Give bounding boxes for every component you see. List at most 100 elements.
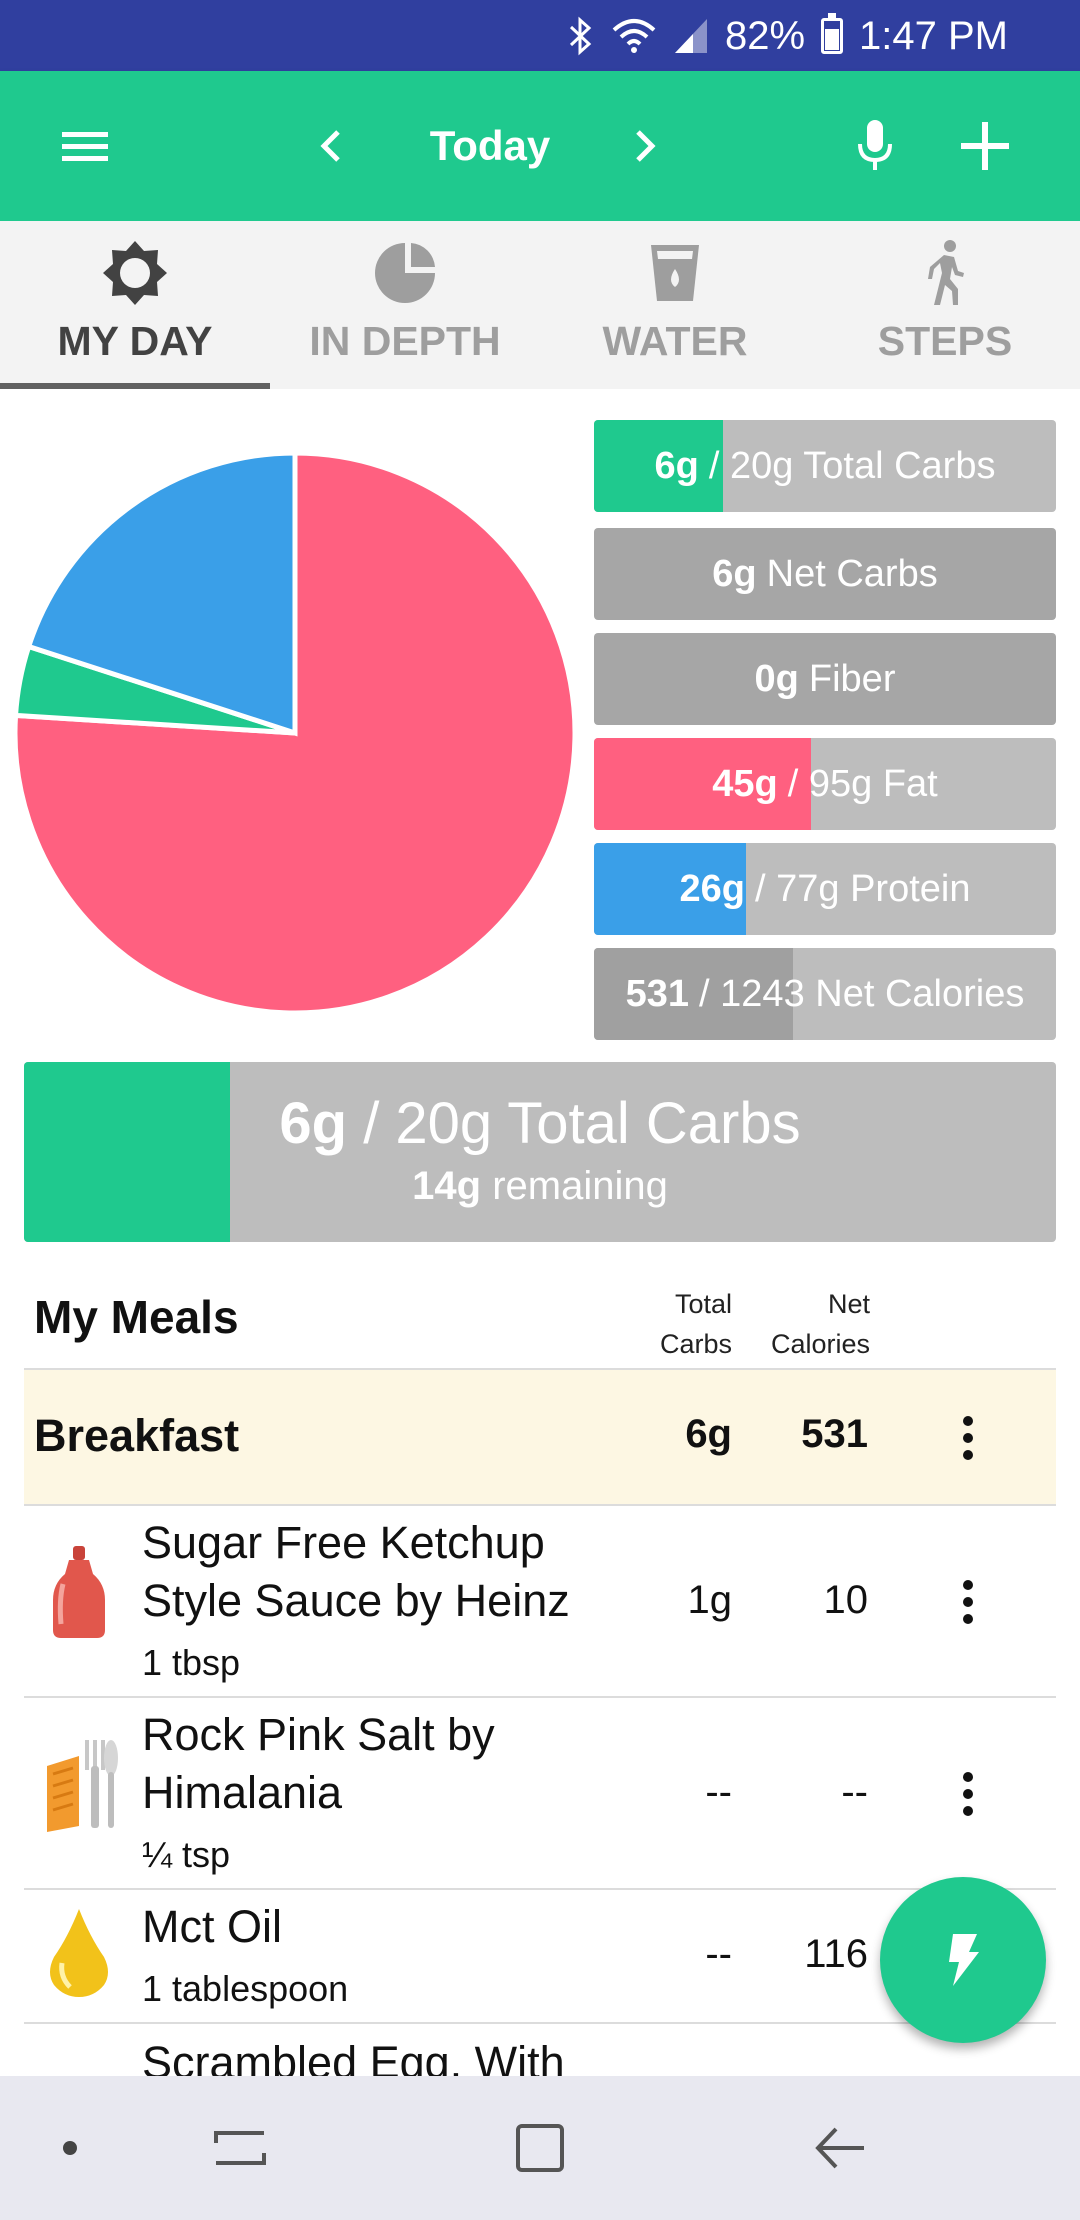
tab-my-day[interactable]: MY DAY bbox=[0, 221, 270, 389]
tab-label: MY DAY bbox=[57, 318, 213, 364]
ketchup-bottle-icon bbox=[34, 1542, 124, 1642]
tab-label: STEPS bbox=[877, 318, 1013, 364]
protein-bar[interactable]: 26g/ 77g Protein bbox=[594, 843, 1056, 935]
food-options-icon[interactable] bbox=[963, 1580, 973, 1624]
tab-steps[interactable]: STEPS bbox=[810, 221, 1080, 389]
chevron-left-icon bbox=[320, 130, 340, 162]
active-tab-indicator bbox=[0, 383, 270, 389]
fat-value: 45g bbox=[712, 762, 778, 805]
column-header-line: Net bbox=[827, 1289, 870, 1319]
food-name: Mct Oil bbox=[142, 1901, 282, 1952]
battery-percent: 82% bbox=[724, 13, 806, 58]
divider bbox=[24, 1696, 1056, 1698]
food-name-line: Rock Pink Salt by bbox=[142, 1709, 495, 1760]
net-calories-label: / 1243 Net Calories bbox=[699, 972, 1025, 1015]
fiber-value: 0g bbox=[754, 657, 799, 700]
total-carbs-fill bbox=[594, 420, 724, 512]
net-carbs-bar[interactable]: 6g Net Carbs bbox=[594, 528, 1056, 620]
tab-label: WATER bbox=[602, 318, 748, 364]
food-name-line: Sugar Free Ketchup bbox=[142, 1517, 545, 1568]
net-carbs-label: Net Carbs bbox=[766, 552, 938, 595]
fiber-bar[interactable]: 0g Fiber bbox=[594, 633, 1056, 725]
divider bbox=[24, 1504, 1056, 1506]
nav-dot-icon[interactable] bbox=[40, 2076, 100, 2220]
total-carbs-bar[interactable]: 6g/ 20g Total Carbs bbox=[594, 420, 1056, 512]
protein-value: 26g bbox=[679, 867, 745, 910]
recent-apps-icon[interactable] bbox=[200, 2076, 280, 2220]
food-name: Rock Pink Salt by Himalania bbox=[142, 1706, 495, 1822]
carb-summary-value: 6g bbox=[279, 1091, 348, 1156]
food-calories: 116 bbox=[804, 1932, 868, 1976]
macro-pie-chart[interactable] bbox=[10, 448, 580, 1018]
home-icon[interactable] bbox=[500, 2076, 580, 2220]
battery-icon bbox=[821, 13, 844, 54]
bluetooth-icon bbox=[569, 16, 592, 56]
plus-icon bbox=[961, 122, 1009, 170]
food-carbs: -- bbox=[705, 1770, 732, 1814]
food-carbs: 1g bbox=[687, 1578, 733, 1622]
voice-input-button[interactable] bbox=[820, 71, 930, 221]
tab-in-depth[interactable]: IN DEPTH bbox=[270, 221, 540, 389]
sun-icon bbox=[103, 241, 167, 305]
meal-row-breakfast[interactable]: Breakfast 6g 531 bbox=[24, 1370, 1056, 1504]
water-glass-icon bbox=[651, 245, 699, 301]
net-calories-bar[interactable]: 531/ 1243 Net Calories bbox=[594, 948, 1056, 1040]
signal-icon bbox=[674, 19, 707, 53]
fat-bar[interactable]: 45g/ 95g Fat bbox=[594, 738, 1056, 830]
carb-summary-bar[interactable]: 6g / 20g Total Carbs 14g remaining bbox=[24, 1062, 1056, 1242]
carbs-remaining-label: remaining bbox=[492, 1164, 668, 1208]
net-carbs-value: 6g bbox=[712, 552, 757, 595]
carb-summary-label: / 20g Total Carbs bbox=[363, 1091, 801, 1156]
system-nav-bar bbox=[0, 2076, 1080, 2220]
meal-options-icon[interactable] bbox=[963, 1416, 973, 1460]
tab-water[interactable]: WATER bbox=[540, 221, 810, 389]
divider bbox=[24, 1368, 1056, 1370]
net-calories-value: 531 bbox=[625, 972, 690, 1015]
fat-fill bbox=[594, 738, 812, 830]
date-title[interactable]: Today bbox=[429, 122, 551, 169]
protein-label: / 77g Protein bbox=[755, 867, 971, 910]
menu-icon[interactable] bbox=[30, 71, 140, 221]
pie-icon bbox=[375, 243, 435, 303]
total-carbs-value: 6g bbox=[654, 444, 699, 487]
food-name-line: Style Sauce by Heinz bbox=[142, 1575, 570, 1626]
tab-bar: MY DAY IN DEPTH WATER STEPS bbox=[0, 221, 1080, 389]
carb-summary-fill bbox=[24, 1062, 231, 1242]
net-calories-fill bbox=[594, 948, 793, 1040]
previous-day-button[interactable] bbox=[276, 71, 386, 221]
food-calories: -- bbox=[841, 1770, 868, 1814]
meal-carbs: 6g bbox=[685, 1412, 732, 1456]
net-calories-column-header: Net Calories bbox=[750, 1284, 870, 1364]
walking-icon bbox=[928, 240, 964, 305]
total-carbs-column-header: Total Carbs bbox=[640, 1284, 732, 1364]
status-bar: 82% 1:47 PM bbox=[0, 0, 1080, 71]
food-serving: ¼ tsp bbox=[142, 1834, 231, 1875]
meals-heading: My Meals bbox=[34, 1291, 239, 1343]
next-day-button[interactable] bbox=[590, 71, 700, 221]
meal-name: Breakfast bbox=[34, 1410, 240, 1461]
fat-slice bbox=[12, 450, 578, 1016]
food-serving: 1 tablespoon bbox=[142, 1968, 349, 2009]
fat-label: / 95g Fat bbox=[787, 762, 938, 805]
add-food-button[interactable] bbox=[930, 71, 1040, 221]
wifi-icon bbox=[612, 19, 656, 53]
food-calories: 10 bbox=[823, 1578, 869, 1622]
divider bbox=[24, 2022, 1056, 2024]
column-header-line: Calories bbox=[770, 1329, 870, 1359]
quick-add-button[interactable] bbox=[880, 1877, 1046, 2043]
fiber-label: Fiber bbox=[808, 657, 896, 700]
protein-slice bbox=[25, 450, 298, 737]
tab-label: IN DEPTH bbox=[309, 318, 501, 364]
back-icon[interactable] bbox=[800, 2076, 880, 2220]
oil-drop-icon bbox=[34, 1902, 124, 2002]
divider bbox=[24, 1888, 1056, 1890]
food-name: Sugar Free Ketchup Style Sauce by Heinz bbox=[142, 1514, 570, 1630]
lightning-icon bbox=[949, 1934, 979, 1986]
chevron-right-icon bbox=[636, 130, 656, 162]
meal-calories: 531 bbox=[801, 1412, 868, 1456]
microphone-icon bbox=[858, 120, 892, 170]
carbs-remaining-value: 14g bbox=[412, 1164, 482, 1208]
app-bar: Today bbox=[0, 71, 1080, 221]
food-serving: 1 tbsp bbox=[142, 1642, 241, 1683]
food-options-icon[interactable] bbox=[963, 1772, 973, 1816]
